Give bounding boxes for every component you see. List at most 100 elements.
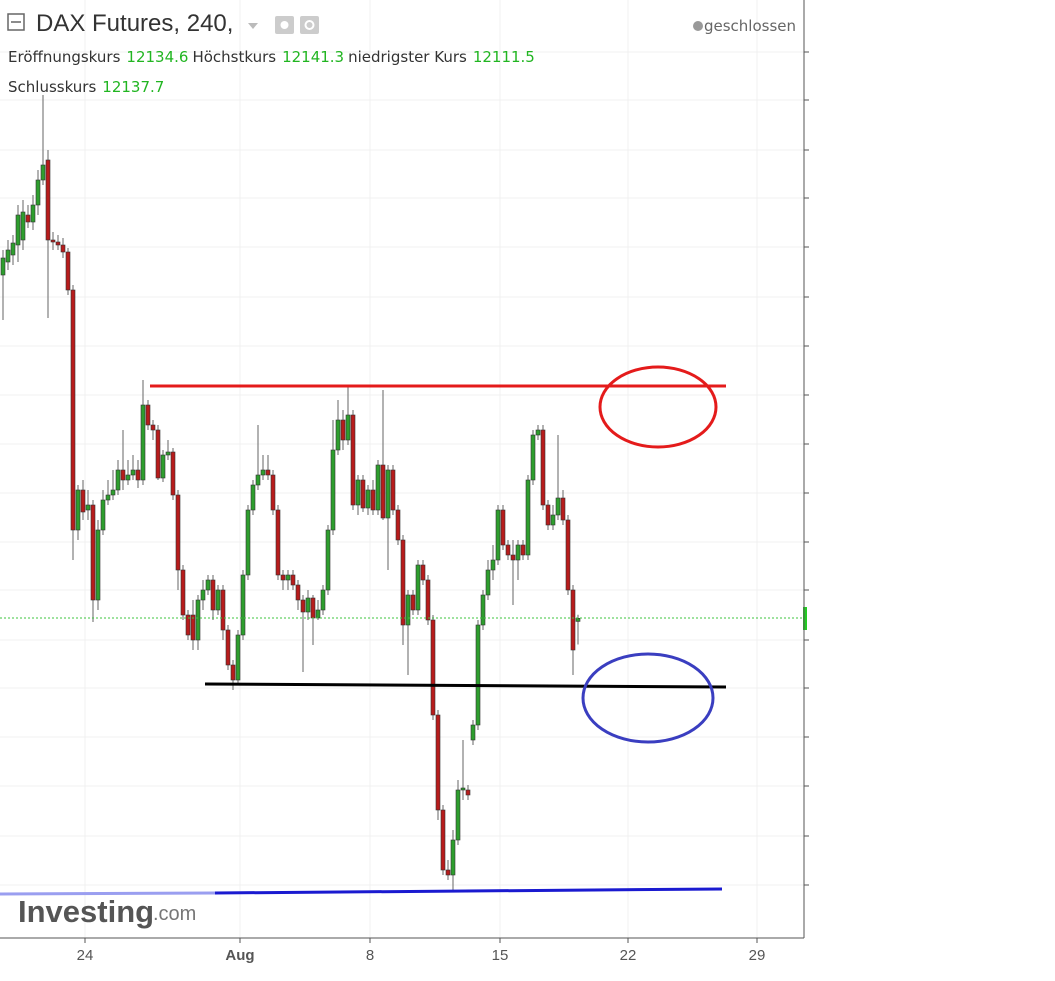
candle-body	[310, 597, 316, 619]
settings-icon[interactable]	[300, 16, 319, 34]
candle-body	[370, 489, 376, 511]
candle-body	[250, 484, 256, 511]
candle-body	[475, 624, 481, 726]
candle-body	[290, 574, 296, 586]
candle-body	[210, 579, 216, 611]
support-ellipse	[581, 652, 715, 744]
candle-body	[180, 569, 186, 616]
candle-body	[0, 257, 6, 276]
candle-body	[135, 469, 141, 481]
candle-body	[335, 419, 341, 451]
field-value: 12141.3	[282, 48, 345, 66]
field-label: Schlusskurs	[8, 78, 97, 96]
candle-body	[505, 544, 511, 556]
candle-body	[570, 589, 576, 651]
candle-body	[200, 589, 206, 601]
ohlc-row: Eröffnungskurs 12134.6 Höchstkurs 12141.3 ni…	[8, 48, 539, 66]
support-line	[204, 682, 727, 689]
field-value: 12137.7	[102, 78, 165, 96]
chart-title: DAX Futures, 240,	[36, 10, 234, 37]
candle-body	[280, 574, 286, 581]
x-tick-label: 15	[492, 947, 509, 964]
candle-body	[390, 469, 396, 511]
candle-body	[115, 469, 121, 491]
candle-body	[25, 214, 31, 223]
candle-body	[215, 589, 221, 611]
close-row: Schlusskurs 12137.7	[8, 78, 168, 96]
candle-body	[100, 499, 106, 531]
candle-body	[170, 451, 176, 496]
candle-body	[175, 494, 181, 571]
candle-body	[465, 789, 471, 796]
candle-body	[140, 404, 146, 481]
candle-body	[90, 504, 96, 601]
candle-body	[565, 519, 571, 591]
candle-body	[445, 869, 451, 876]
candle-body	[550, 514, 556, 526]
resistance-ellipse	[598, 365, 718, 449]
trend-line-faded	[0, 891, 216, 896]
candle-body	[205, 579, 211, 591]
candle-body	[470, 724, 476, 741]
candle-body	[355, 479, 361, 506]
candle-body	[30, 204, 36, 223]
candle-body	[575, 617, 581, 622]
candle-body	[340, 419, 346, 441]
candle-body	[185, 614, 191, 636]
collapse-icon[interactable]	[7, 13, 25, 31]
candle-body	[450, 839, 456, 876]
candle-body	[35, 179, 41, 206]
candle-body	[45, 159, 51, 241]
candle-body	[110, 489, 116, 496]
candle-body	[150, 424, 156, 431]
candle-body	[455, 789, 461, 841]
candle-body	[130, 469, 136, 476]
candle-body	[95, 529, 101, 601]
candle-body	[395, 509, 401, 541]
candle-body	[320, 589, 326, 611]
field-value: 12111.5	[472, 48, 535, 66]
candle-body	[365, 489, 371, 509]
candle-body	[425, 579, 431, 621]
trend-line	[214, 887, 723, 895]
candle-body	[190, 614, 196, 641]
candle-body	[285, 574, 291, 581]
candle-body	[300, 599, 306, 613]
candle-body	[415, 564, 421, 611]
field-value: 12134.6	[126, 48, 189, 66]
candle-body	[295, 584, 301, 601]
watermark-brand: Investing	[18, 894, 154, 929]
candle-body	[15, 214, 21, 246]
candle-body	[510, 554, 516, 561]
candle-body	[460, 787, 466, 791]
candle-body	[265, 469, 271, 476]
candle-body	[70, 289, 76, 531]
market-status: geschlossen	[703, 17, 796, 35]
candle-body	[225, 629, 231, 666]
candle-body	[385, 469, 391, 519]
candle-body	[435, 714, 441, 811]
field-label: niedrigster Kurs	[348, 48, 467, 66]
dropdown-icon[interactable]	[248, 23, 258, 29]
candle-body	[345, 414, 351, 441]
candle-body	[220, 589, 226, 631]
candle-body	[75, 489, 81, 531]
candle-body	[520, 544, 526, 556]
candle-body	[40, 164, 46, 181]
eye-icon-pupil	[280, 21, 289, 29]
x-tick-label: Aug	[225, 947, 254, 964]
settings-icon-gear	[304, 20, 315, 30]
candle-body	[360, 479, 366, 509]
x-tick-label: 22	[620, 947, 637, 964]
candle-body	[430, 619, 436, 716]
candle-body	[195, 599, 201, 641]
candle-body	[55, 241, 61, 246]
candle-body	[480, 594, 486, 626]
candle-body	[145, 404, 151, 426]
status-dot	[693, 21, 703, 31]
candle-body	[540, 429, 546, 506]
candle-body	[525, 479, 531, 556]
candle-body	[260, 469, 266, 476]
candle-body	[530, 434, 536, 481]
candle-body	[485, 569, 491, 596]
